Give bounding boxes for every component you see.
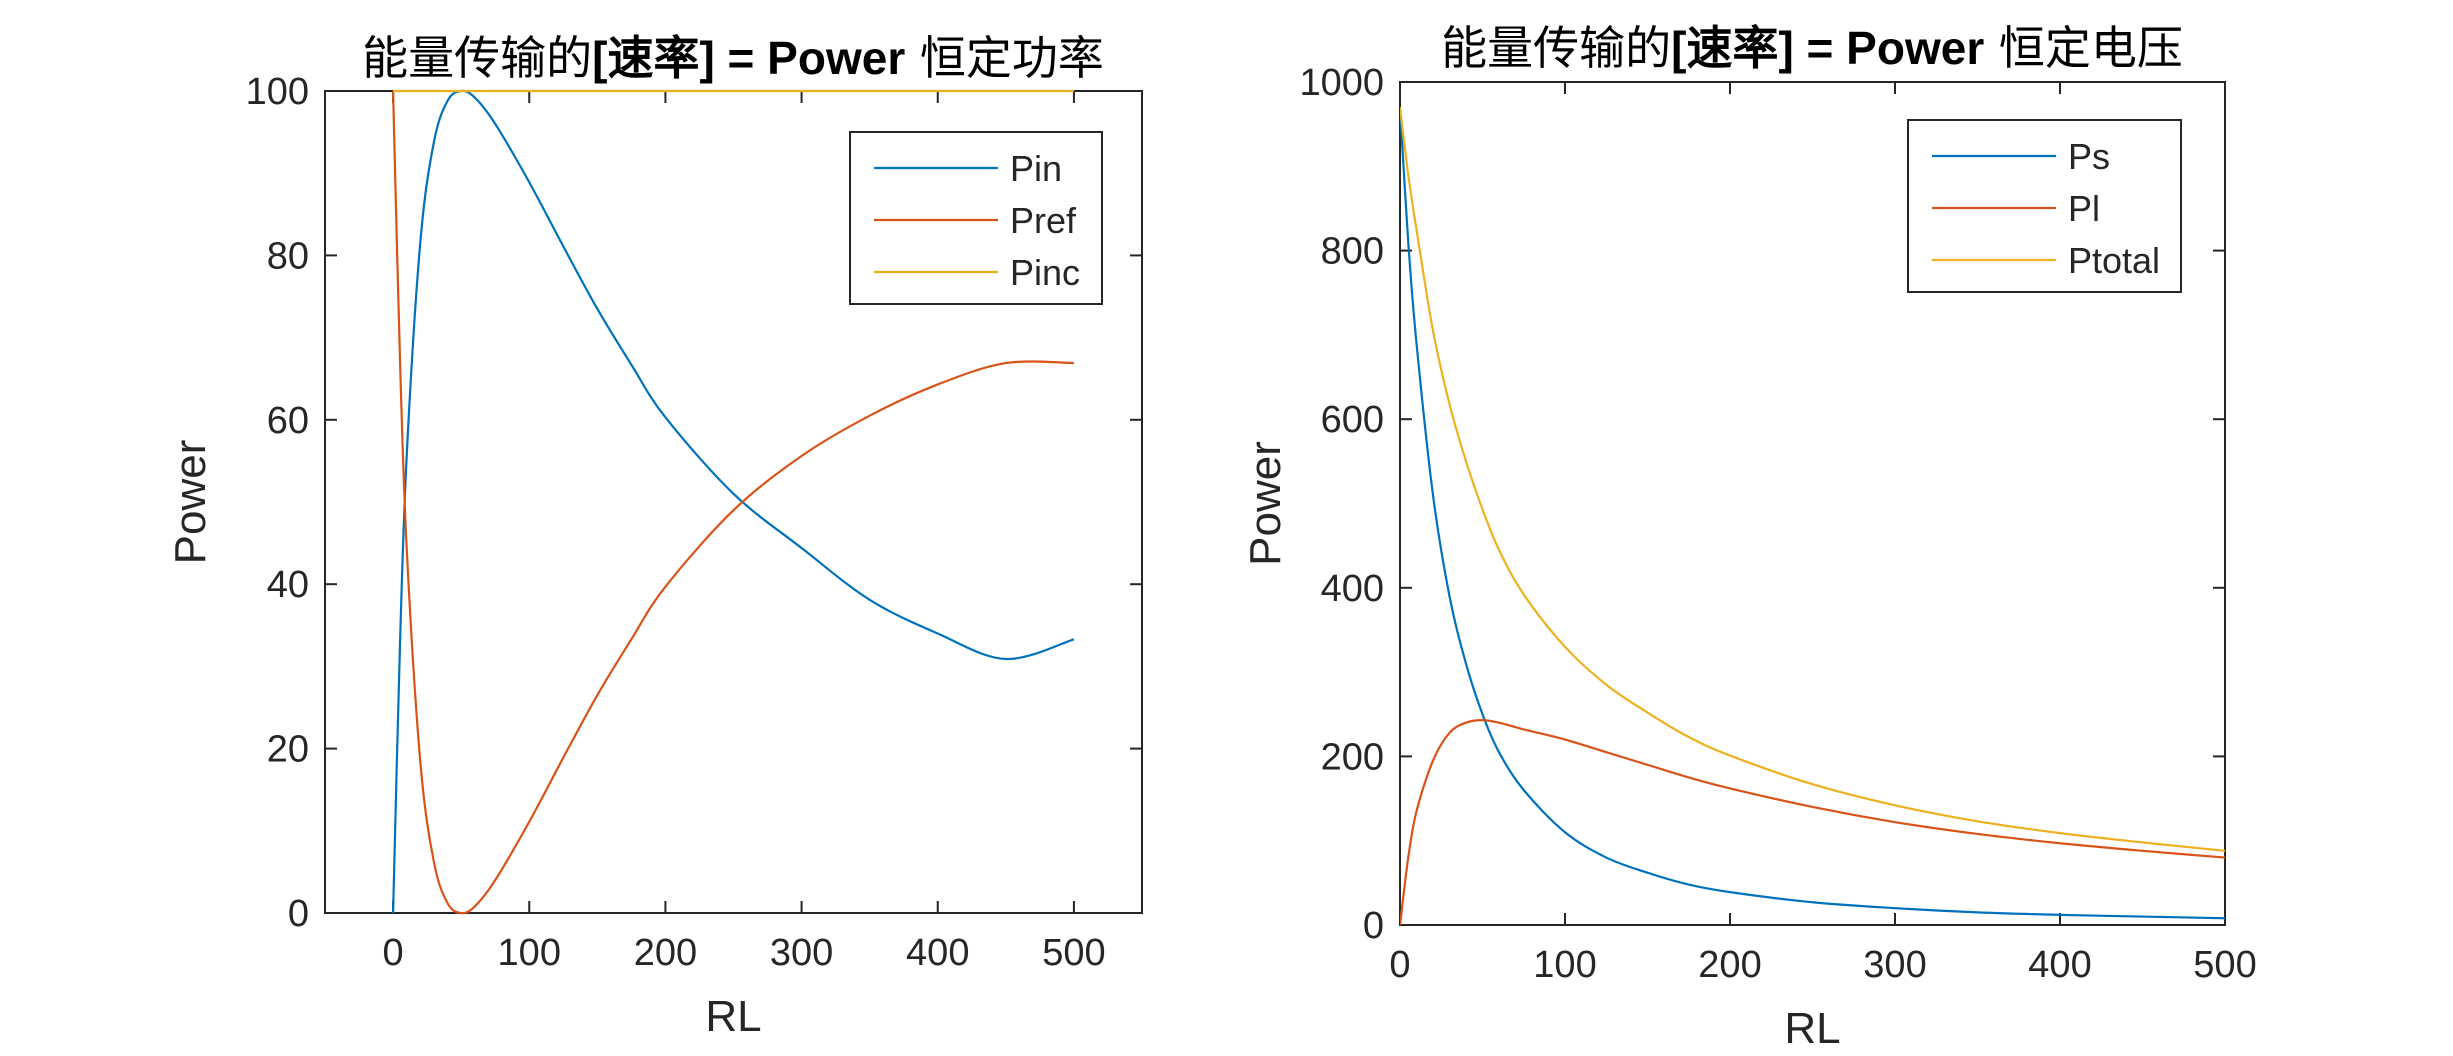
legend-box xyxy=(849,131,1103,305)
y-tick-label: 0 xyxy=(288,893,309,935)
y-tick-label: 40 xyxy=(267,564,309,606)
chart-constant-voltage: 0 100 200 300 400 500 0 200 400 600 800 1000 RL Power… xyxy=(1241,21,2257,1053)
legend-box xyxy=(1907,119,2182,293)
x-axis-label: RL xyxy=(1784,1004,1840,1053)
legend-entry: Pin xyxy=(1010,148,1062,189)
chart-title-part: 能量传输的 xyxy=(362,31,592,85)
legend-entry: Ptotal xyxy=(2068,240,2160,281)
legend-entry: Pinc xyxy=(1010,252,1080,293)
y-tick-label: 800 xyxy=(1321,231,1384,273)
chart-title: 能量传输的[速率] = Power 恒定电压 xyxy=(1441,21,2183,75)
y-tick-label: 400 xyxy=(1321,568,1384,610)
x-tick-label: 300 xyxy=(770,932,833,974)
y-axis-label: Power xyxy=(1241,441,1290,566)
x-tick-label: 400 xyxy=(906,932,969,974)
chart-title: 能量传输的[速率] = Power 恒定功率 xyxy=(362,31,1104,85)
y-tick-label: 80 xyxy=(267,235,309,277)
y-tick-label: 0 xyxy=(1363,905,1384,947)
x-tick-label: 200 xyxy=(1698,944,1761,986)
series-line-ps xyxy=(1400,107,2225,920)
y-tick-label: 20 xyxy=(267,729,309,771)
x-tick-label: 0 xyxy=(1389,944,1410,986)
chart-title-part: [速率] = Power xyxy=(592,32,905,84)
x-tick-label: 0 xyxy=(383,932,404,974)
series-line-pin xyxy=(391,89,1075,914)
x-tick-label: 200 xyxy=(634,932,697,974)
x-tick-label: 500 xyxy=(2193,944,2256,986)
series-line-pl xyxy=(1400,719,2225,926)
x-tick-label: 100 xyxy=(498,932,561,974)
x-tick-label: 100 xyxy=(1533,944,1596,986)
x-tick-label: 400 xyxy=(2028,944,2091,986)
legend-entry: Pref xyxy=(1010,200,1077,241)
y-tick-label: 200 xyxy=(1321,736,1384,778)
legend-entry: Ps xyxy=(2068,136,2110,177)
chart-constant-power: 0 100 200 300 400 500 0 20 40 60 80 100 RL Power 能量传输的… xyxy=(166,31,1143,1041)
chart-title-part: 恒定功率 xyxy=(905,31,1104,85)
chart-title-part: [速率] = Power xyxy=(1671,22,1984,74)
chart-title-part: 恒定电压 xyxy=(1984,21,2183,75)
legend-entry: Pl xyxy=(2068,188,2100,229)
y-tick-label: 100 xyxy=(246,71,309,113)
y-tick-label: 1000 xyxy=(1299,62,1384,104)
x-tick-label: 500 xyxy=(1042,932,1105,974)
legend: Ps Pl Ptotal xyxy=(1907,119,2182,293)
x-axis-label: RL xyxy=(705,992,761,1041)
series-line-ptotal xyxy=(1400,107,2225,852)
x-tick-label: 300 xyxy=(1863,944,1926,986)
y-axis-label: Power xyxy=(166,440,215,565)
chart-title-part: 能量传输的 xyxy=(1441,21,1671,75)
series-line-pref xyxy=(391,90,1074,915)
y-tick-label: 600 xyxy=(1321,399,1384,441)
y-tick-label: 60 xyxy=(267,400,309,442)
legend: Pin Pref Pinc xyxy=(849,131,1103,305)
